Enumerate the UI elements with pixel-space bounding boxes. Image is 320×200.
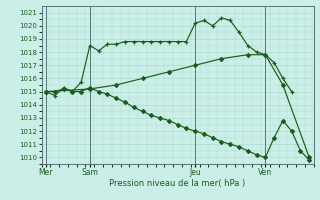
- X-axis label: Pression niveau de la mer( hPa ): Pression niveau de la mer( hPa ): [109, 179, 246, 188]
